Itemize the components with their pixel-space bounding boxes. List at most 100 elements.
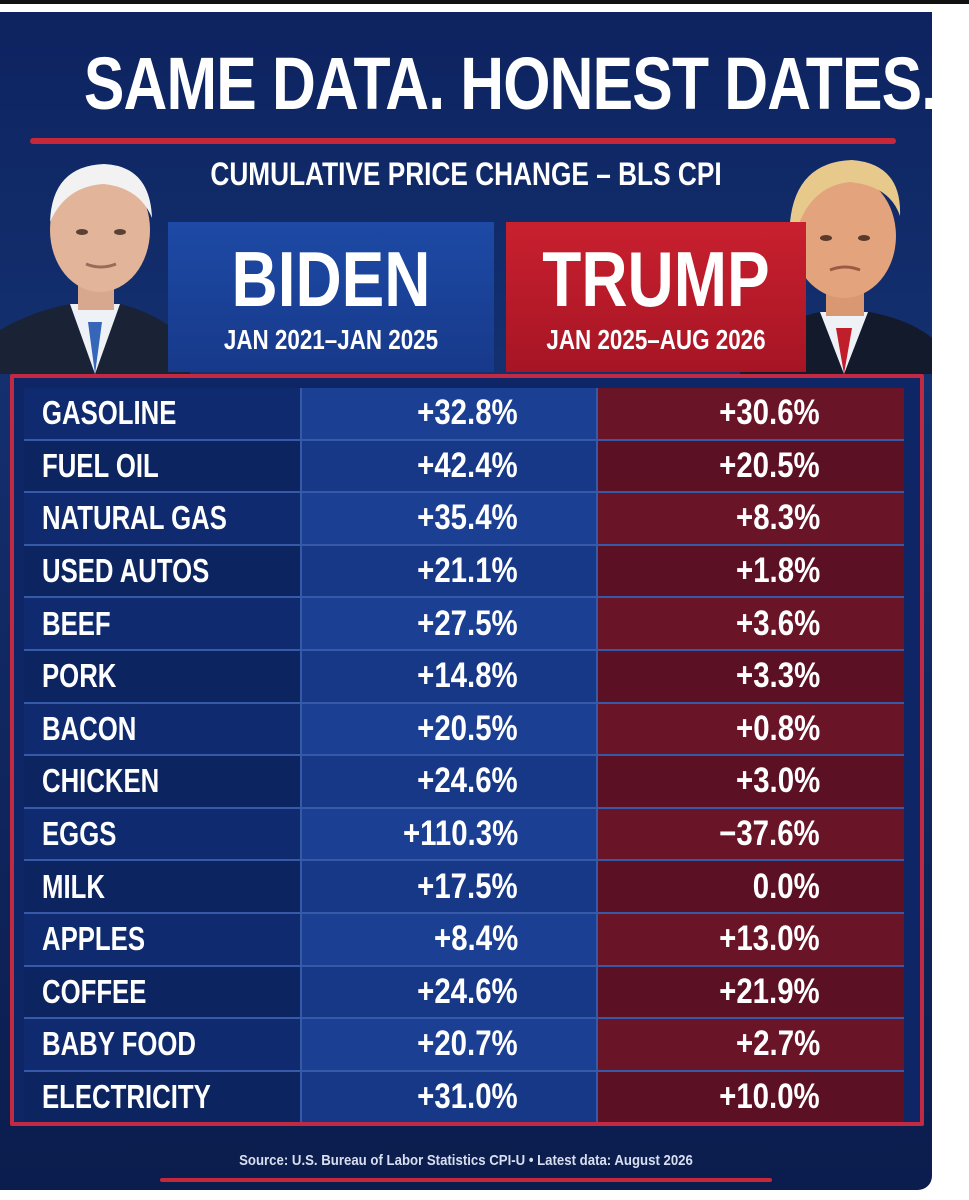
trump-value: +21.9% bbox=[719, 971, 820, 1011]
biden-portrait bbox=[0, 164, 190, 374]
category-label-cell: BABY FOOD bbox=[24, 1019, 302, 1070]
biden-value: +35.4% bbox=[417, 498, 518, 538]
table-row: COFFEE +24.6% +21.9% bbox=[24, 966, 904, 1020]
biden-value-cell: +17.5% bbox=[302, 861, 598, 912]
table-row: BEEF +27.5% +3.6% bbox=[24, 598, 904, 651]
trump-value-cell: −37.6% bbox=[598, 808, 904, 860]
trump-value-cell: +10.0% bbox=[598, 1071, 904, 1123]
table-row: EGGS +110.3% −37.6% bbox=[24, 808, 904, 862]
table-row: BABY FOOD +20.7% +2.7% bbox=[24, 1019, 904, 1072]
biden-value-cell: +24.6% bbox=[302, 966, 598, 1018]
category-label: BACON bbox=[42, 709, 137, 747]
table-row: GASOLINE +32.8% +30.6% bbox=[24, 388, 904, 441]
biden-value-cell: +42.4% bbox=[302, 440, 598, 492]
trump-value-cell: +1.8% bbox=[598, 545, 904, 597]
price-change-table: GASOLINE +32.8% +30.6% FUEL OIL +42.4% +20.5%… bbox=[10, 374, 924, 1126]
category-label-cell: MILK bbox=[24, 861, 302, 912]
biden-header-panel: BIDEN JAN 2021–JAN 2025 bbox=[168, 222, 494, 372]
trump-value-cell: +13.0% bbox=[598, 913, 904, 965]
category-label: ELECTRICITY bbox=[42, 1078, 211, 1116]
category-label: BEEF bbox=[42, 604, 111, 642]
biden-value: +32.8% bbox=[417, 393, 518, 433]
table-body: GASOLINE +32.8% +30.6% FUEL OIL +42.4% +20.5%… bbox=[24, 388, 904, 1123]
biden-value: +24.6% bbox=[417, 971, 518, 1011]
source-divider bbox=[160, 1178, 772, 1182]
trump-value: +13.0% bbox=[719, 919, 820, 959]
biden-value: +8.4% bbox=[433, 919, 518, 959]
category-label-cell: EGGS bbox=[24, 808, 302, 860]
table-row: CHICKEN +24.6% +3.0% bbox=[24, 756, 904, 809]
trump-value: +30.6% bbox=[719, 393, 820, 433]
category-label-cell: COFFEE bbox=[24, 966, 302, 1018]
category-label: PORK bbox=[42, 657, 117, 695]
page-subtitle: CUMULATIVE PRICE CHANGE – BLS CPI bbox=[210, 156, 722, 192]
trump-value: +3.3% bbox=[735, 656, 820, 696]
biden-name: BIDEN bbox=[231, 235, 431, 323]
biden-value-cell: +110.3% bbox=[302, 808, 598, 860]
category-label: APPLES bbox=[42, 920, 145, 958]
biden-value: +24.6% bbox=[417, 761, 518, 801]
category-label-cell: GASOLINE bbox=[24, 388, 302, 439]
trump-value: +2.7% bbox=[735, 1024, 820, 1064]
trump-value-cell: +3.0% bbox=[598, 756, 904, 807]
category-label: COFFEE bbox=[42, 972, 147, 1010]
trump-value: +20.5% bbox=[719, 445, 820, 485]
biden-value: +110.3% bbox=[402, 814, 518, 854]
biden-value: +14.8% bbox=[417, 656, 518, 696]
page-title: SAME DATA. HONEST DATES. bbox=[83, 42, 932, 125]
category-label-cell: NATURAL GAS bbox=[24, 493, 302, 544]
trump-value-cell: +3.6% bbox=[598, 598, 904, 649]
category-label: NATURAL GAS bbox=[42, 499, 227, 537]
table-row: ELECTRICITY +31.0% +10.0% bbox=[24, 1071, 904, 1123]
category-label: EGGS bbox=[42, 815, 117, 853]
trump-header-panel: TRUMP JAN 2025–AUG 2026 bbox=[506, 222, 806, 372]
trump-value: +8.3% bbox=[735, 498, 820, 538]
category-label: MILK bbox=[42, 867, 105, 905]
biden-value: +27.5% bbox=[417, 603, 518, 643]
infographic-card: SAME DATA. HONEST DATES. CUMULATIVE PRIC… bbox=[0, 12, 932, 1190]
trump-value-cell: +3.3% bbox=[598, 650, 904, 702]
biden-value-cell: +35.4% bbox=[302, 493, 598, 544]
title-divider bbox=[30, 138, 896, 144]
biden-value-cell: +24.6% bbox=[302, 756, 598, 807]
category-label-cell: USED AUTOS bbox=[24, 545, 302, 597]
category-label-cell: APPLES bbox=[24, 913, 302, 965]
trump-value: +3.6% bbox=[735, 603, 820, 643]
table-row: BACON +20.5% +0.8% bbox=[24, 703, 904, 757]
biden-value-cell: +27.5% bbox=[302, 598, 598, 649]
source-note: Source: U.S. Bureau of Labor Statistics … bbox=[239, 1152, 693, 1169]
category-label: FUEL OIL bbox=[42, 446, 159, 484]
biden-value-cell: +21.1% bbox=[302, 545, 598, 597]
trump-value-cell: +21.9% bbox=[598, 966, 904, 1018]
category-label-cell: BACON bbox=[24, 703, 302, 755]
trump-value: +0.8% bbox=[735, 708, 820, 748]
biden-value-cell: +14.8% bbox=[302, 650, 598, 702]
trump-value: −37.6% bbox=[719, 814, 820, 854]
category-label: CHICKEN bbox=[42, 762, 160, 800]
biden-value: +21.1% bbox=[417, 551, 518, 591]
biden-dates: JAN 2021–JAN 2025 bbox=[223, 324, 439, 355]
trump-dates: JAN 2025–AUG 2026 bbox=[546, 324, 766, 355]
table-row: APPLES +8.4% +13.0% bbox=[24, 913, 904, 967]
biden-value: +20.7% bbox=[417, 1024, 518, 1064]
category-label-cell: PORK bbox=[24, 650, 302, 702]
category-label: BABY FOOD bbox=[42, 1025, 196, 1063]
trump-value: +1.8% bbox=[735, 551, 820, 591]
category-label-cell: CHICKEN bbox=[24, 756, 302, 807]
biden-value: +42.4% bbox=[417, 445, 518, 485]
biden-value: +20.5% bbox=[417, 708, 518, 748]
top-border-line bbox=[0, 0, 969, 4]
trump-value: +10.0% bbox=[719, 1077, 820, 1117]
trump-value-cell: 0.0% bbox=[598, 861, 904, 912]
trump-value-cell: +0.8% bbox=[598, 703, 904, 755]
table-row: MILK +17.5% 0.0% bbox=[24, 861, 904, 914]
biden-value-cell: +8.4% bbox=[302, 913, 598, 965]
table-row: PORK +14.8% +3.3% bbox=[24, 650, 904, 704]
category-label-cell: ELECTRICITY bbox=[24, 1071, 302, 1123]
trump-value-cell: +2.7% bbox=[598, 1019, 904, 1070]
trump-value-cell: +20.5% bbox=[598, 440, 904, 492]
biden-value-cell: +20.5% bbox=[302, 703, 598, 755]
biden-value-cell: +31.0% bbox=[302, 1071, 598, 1123]
biden-value: +31.0% bbox=[417, 1077, 518, 1117]
trump-name: TRUMP bbox=[542, 235, 770, 323]
